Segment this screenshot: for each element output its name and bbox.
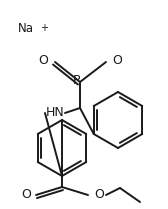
Text: +: + (40, 23, 48, 33)
Text: Na: Na (18, 22, 34, 34)
Text: O: O (21, 187, 31, 200)
Text: O: O (94, 187, 104, 200)
Text: O: O (112, 55, 122, 68)
Text: O: O (38, 55, 48, 68)
Text: P: P (73, 74, 81, 87)
Text: HN: HN (46, 107, 64, 120)
